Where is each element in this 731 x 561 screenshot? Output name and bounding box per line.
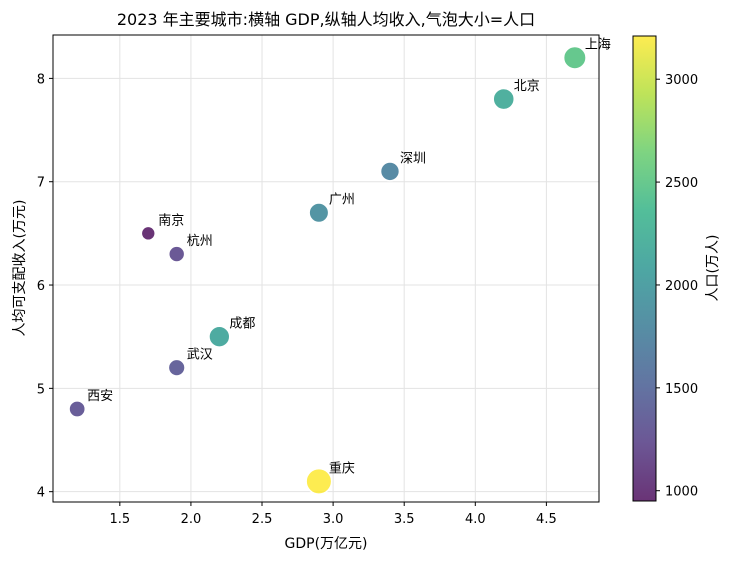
x-tick-label: 4.5	[536, 512, 557, 527]
city-label: 上海	[585, 38, 611, 53]
x-axis: 1.5 2.0 2.5 3.0 3.5 4.0 4.5	[109, 502, 557, 527]
x-tick-label: 3.5	[394, 512, 415, 527]
x-tick-label: 3.0	[323, 512, 344, 527]
city-label: 南京	[158, 212, 184, 228]
colorbar-tick-label: 2000	[665, 279, 698, 294]
y-tick-label: 5	[37, 382, 45, 397]
colorbar-ticks: 1000 1500 2000 2500 3000	[656, 73, 698, 500]
x-axis-title: GDP(万亿元)	[285, 536, 368, 552]
city-label: 广州	[329, 193, 355, 208]
x-tick-label: 4.0	[465, 512, 486, 527]
bubbles	[68, 45, 587, 495]
bubble-point	[308, 202, 330, 224]
plot-frame	[52, 34, 600, 503]
x-tick-label: 1.5	[109, 512, 130, 527]
chart-title: 2023 年主要城市:横轴 GDP,纵轴人均收入,气泡大小=人口	[117, 10, 535, 29]
x-tick-label: 2.0	[181, 512, 202, 527]
bubble-point	[208, 325, 231, 348]
colorbar-frame	[632, 35, 657, 502]
bubble-point	[167, 358, 186, 377]
bubble-point	[167, 245, 186, 263]
grid	[53, 35, 599, 502]
x-tick-label: 2.5	[252, 512, 273, 527]
bubble-point	[68, 400, 87, 418]
colorbar-tick-label: 3000	[665, 73, 698, 88]
city-label: 武汉	[187, 348, 213, 363]
colorbar-tick-label: 1500	[665, 382, 698, 397]
city-label: 西安	[87, 389, 113, 404]
city-label: 杭州	[187, 234, 213, 249]
colorbar-gradient	[633, 36, 656, 501]
y-axis: 4 5 6 7 8	[37, 72, 53, 501]
y-tick-label: 7	[37, 176, 45, 191]
bubble-point	[562, 45, 587, 70]
colorbar-tick-label: 1000	[665, 485, 698, 500]
y-axis-title: 人均可支配收入(万元)	[12, 200, 28, 337]
city-label: 重庆	[329, 460, 355, 476]
bubble-point	[140, 225, 156, 242]
colorbar: 1000 1500 2000 2500 3000 人口(万人)	[632, 35, 721, 502]
colorbar-tick-label: 2500	[665, 176, 698, 191]
y-tick-label: 8	[37, 72, 45, 87]
city-label: 北京	[514, 79, 540, 94]
bubble-point	[379, 161, 401, 182]
city-label: 深圳	[400, 151, 426, 166]
colorbar-title: 人口(万人)	[705, 235, 721, 302]
city-label: 成都	[229, 317, 255, 332]
bubble-point	[305, 467, 333, 495]
y-tick-label: 4	[37, 486, 45, 501]
y-tick-label: 6	[37, 279, 45, 294]
bubble-point	[492, 87, 516, 111]
